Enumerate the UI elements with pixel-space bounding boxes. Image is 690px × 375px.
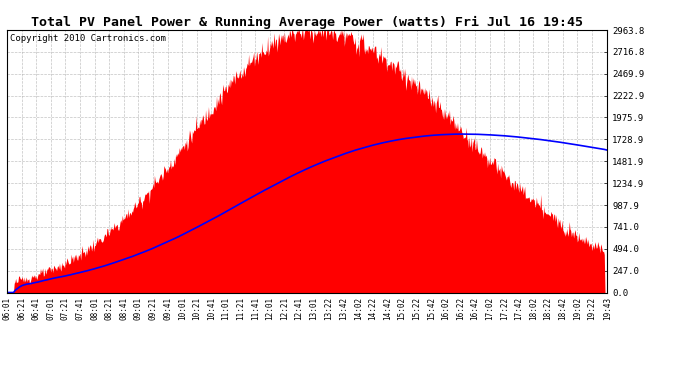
Text: Copyright 2010 Cartronics.com: Copyright 2010 Cartronics.com [10, 34, 166, 43]
Title: Total PV Panel Power & Running Average Power (watts) Fri Jul 16 19:45: Total PV Panel Power & Running Average P… [31, 16, 583, 29]
